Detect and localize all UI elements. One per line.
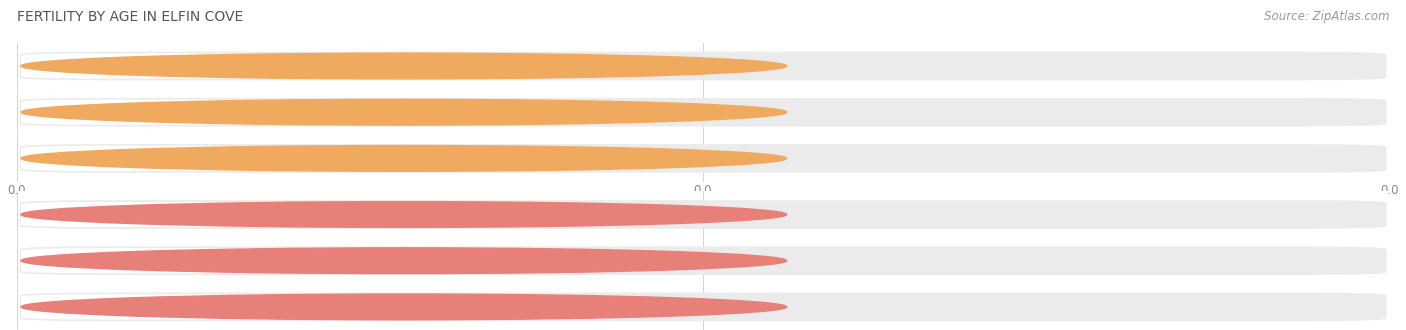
Circle shape	[21, 99, 787, 125]
Text: 15 to 19 years: 15 to 19 years	[142, 59, 232, 73]
Text: 15 to 19 years: 15 to 19 years	[142, 208, 232, 221]
FancyBboxPatch shape	[21, 294, 281, 319]
Text: 0.0: 0.0	[309, 59, 330, 73]
Text: 35 to 50 years: 35 to 50 years	[142, 300, 232, 314]
Text: 0.0: 0.0	[309, 152, 330, 165]
FancyBboxPatch shape	[20, 52, 1386, 80]
FancyBboxPatch shape	[21, 248, 281, 273]
FancyBboxPatch shape	[21, 202, 281, 227]
FancyBboxPatch shape	[20, 293, 1386, 321]
Circle shape	[21, 146, 787, 171]
FancyBboxPatch shape	[21, 146, 281, 171]
FancyBboxPatch shape	[20, 200, 1386, 229]
FancyBboxPatch shape	[20, 247, 1386, 275]
Circle shape	[21, 202, 787, 227]
FancyBboxPatch shape	[277, 248, 363, 273]
FancyBboxPatch shape	[277, 146, 363, 171]
FancyBboxPatch shape	[277, 294, 363, 319]
Text: FERTILITY BY AGE IN ELFIN COVE: FERTILITY BY AGE IN ELFIN COVE	[17, 10, 243, 24]
FancyBboxPatch shape	[20, 98, 1386, 126]
Circle shape	[21, 248, 787, 274]
FancyBboxPatch shape	[277, 100, 363, 125]
FancyBboxPatch shape	[277, 53, 363, 79]
FancyBboxPatch shape	[20, 144, 1386, 173]
FancyBboxPatch shape	[21, 53, 281, 79]
Text: 20 to 34 years: 20 to 34 years	[142, 106, 232, 119]
Text: 35 to 50 years: 35 to 50 years	[142, 152, 232, 165]
Text: 20 to 34 years: 20 to 34 years	[142, 254, 232, 267]
Circle shape	[21, 294, 787, 320]
Text: 0.0%: 0.0%	[304, 254, 336, 267]
FancyBboxPatch shape	[277, 202, 363, 227]
Text: 0.0%: 0.0%	[304, 300, 336, 314]
Text: 0.0%: 0.0%	[304, 208, 336, 221]
Text: Source: ZipAtlas.com: Source: ZipAtlas.com	[1264, 10, 1389, 23]
FancyBboxPatch shape	[21, 100, 281, 125]
Text: 0.0: 0.0	[309, 106, 330, 119]
Circle shape	[21, 53, 787, 79]
